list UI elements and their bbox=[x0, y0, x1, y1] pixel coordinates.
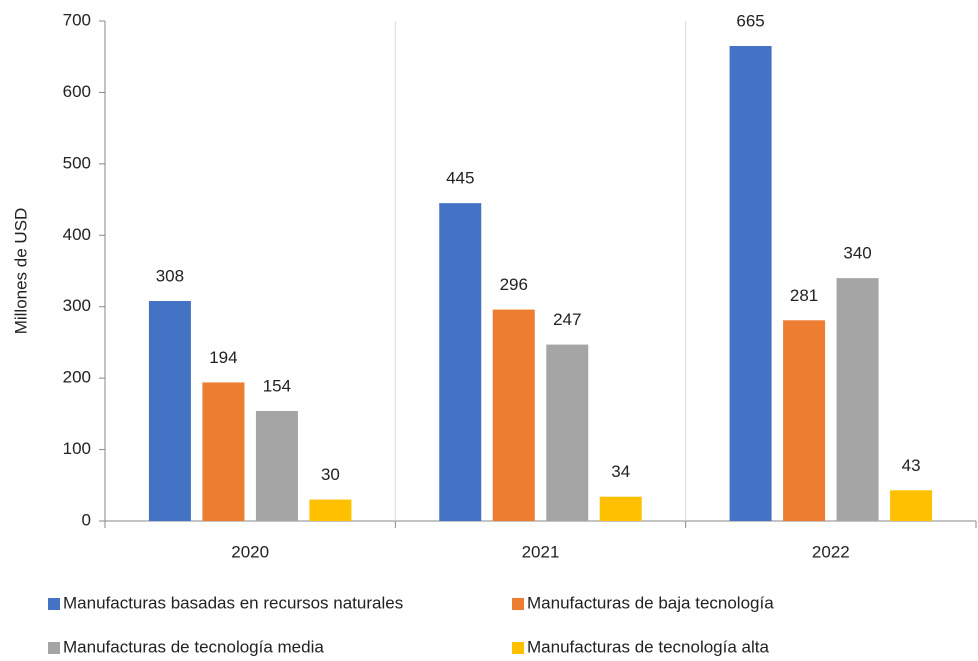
bar bbox=[546, 344, 589, 521]
bar bbox=[309, 499, 352, 521]
y-tick-label: 0 bbox=[82, 510, 91, 529]
bar bbox=[599, 496, 642, 521]
y-tick-label: 500 bbox=[63, 153, 91, 172]
y-tick-label: 200 bbox=[63, 368, 91, 387]
data-label: 247 bbox=[553, 310, 581, 329]
data-label: 281 bbox=[790, 286, 818, 305]
y-tick-label: 600 bbox=[63, 82, 91, 101]
y-tick-label: 700 bbox=[63, 10, 91, 29]
data-label: 34 bbox=[611, 462, 630, 481]
y-tick-label: 400 bbox=[63, 225, 91, 244]
y-tick-label: 100 bbox=[63, 439, 91, 458]
legend-swatch bbox=[512, 642, 524, 654]
bar bbox=[148, 301, 191, 521]
bar bbox=[836, 278, 879, 521]
x-tick-label: 2022 bbox=[812, 542, 850, 561]
data-label: 340 bbox=[843, 244, 871, 263]
data-label: 445 bbox=[446, 169, 474, 188]
legend-label: Manufacturas de tecnología alta bbox=[527, 637, 769, 656]
y-axis-label: Millones de USD bbox=[11, 208, 30, 335]
bar bbox=[492, 309, 535, 521]
y-tick-label: 300 bbox=[63, 296, 91, 315]
data-label: 43 bbox=[902, 456, 921, 475]
data-label: 308 bbox=[156, 266, 184, 285]
x-tick-label: 2021 bbox=[522, 542, 560, 561]
bar bbox=[202, 382, 245, 521]
data-label: 296 bbox=[500, 275, 528, 294]
data-label: 194 bbox=[209, 348, 237, 367]
legend-swatch bbox=[48, 598, 60, 610]
bar bbox=[890, 490, 933, 521]
legend-swatch bbox=[512, 598, 524, 610]
bar bbox=[729, 46, 772, 521]
legend-label: Manufacturas de baja tecnología bbox=[527, 593, 774, 612]
data-label: 665 bbox=[736, 11, 764, 30]
legend-swatch bbox=[48, 642, 60, 654]
data-label: 30 bbox=[321, 465, 340, 484]
legend-label: Manufacturas basadas en recursos natural… bbox=[63, 593, 403, 612]
legend-label: Manufacturas de tecnología media bbox=[63, 637, 324, 656]
x-tick-label: 2020 bbox=[231, 542, 269, 561]
bar bbox=[439, 203, 482, 521]
bar bbox=[255, 411, 298, 521]
bar bbox=[783, 320, 826, 521]
data-label: 154 bbox=[263, 376, 291, 395]
